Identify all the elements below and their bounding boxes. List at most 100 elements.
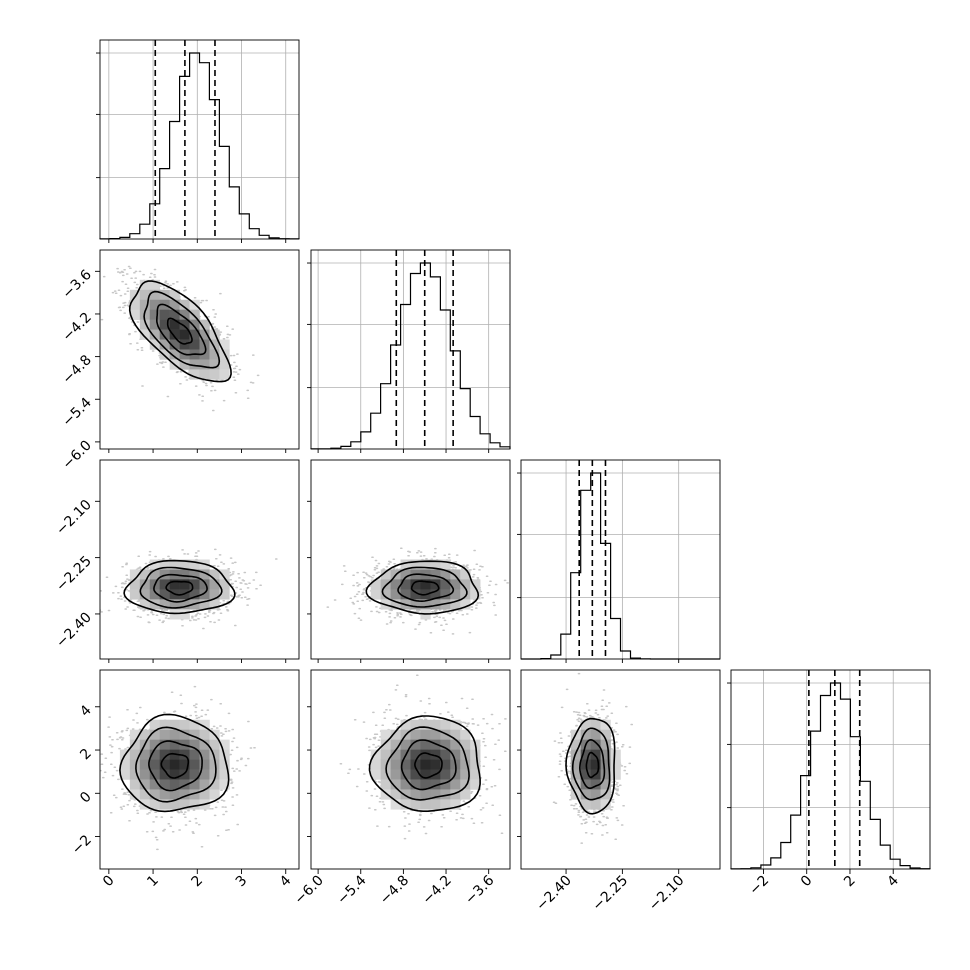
density-cell	[189, 719, 200, 730]
density-cell	[400, 589, 411, 600]
density-cell	[139, 279, 151, 291]
density-cell	[430, 729, 441, 740]
density-cell	[460, 789, 471, 800]
density-cell	[189, 589, 200, 600]
density-cell	[590, 779, 601, 790]
density-cell	[199, 729, 210, 740]
density-cell	[410, 799, 421, 810]
density-cell	[440, 779, 451, 790]
density-cell	[169, 299, 180, 310]
density-cell	[149, 319, 160, 330]
contour-level-3	[128, 280, 232, 383]
density-cell	[470, 589, 481, 600]
density-cell	[129, 739, 141, 750]
density-cell	[209, 369, 220, 380]
histogram-0	[99, 52, 300, 240]
contour-level-2	[381, 566, 468, 608]
density-cell	[420, 579, 431, 590]
density-cell	[380, 769, 391, 780]
density-cell	[450, 739, 461, 750]
panel-content	[339, 674, 507, 840]
density-cell	[590, 799, 601, 810]
density-cell	[149, 719, 160, 730]
density-cell	[189, 759, 200, 770]
panel-content	[100, 685, 256, 851]
density-cell	[169, 739, 180, 750]
density-cell	[219, 579, 230, 590]
density-cell	[370, 749, 381, 760]
density-cell	[199, 739, 210, 750]
density-cell	[450, 789, 461, 800]
density-cell	[139, 299, 151, 310]
density-cell	[129, 309, 141, 320]
density-cell	[159, 579, 170, 590]
density-cell	[179, 309, 190, 320]
density-cell	[460, 569, 471, 580]
xaxis-tick-label: 1	[144, 873, 162, 891]
density-cell	[470, 579, 481, 590]
density-cell	[219, 569, 230, 580]
density-cell	[139, 319, 151, 330]
density-cell	[460, 729, 471, 740]
panel-frame	[99, 459, 300, 660]
density-cell	[129, 749, 141, 760]
density-cell	[440, 719, 451, 730]
density-cell	[129, 589, 141, 600]
density-cell	[179, 359, 190, 370]
density-cell	[450, 749, 461, 760]
scatter-panel-1-3	[310, 669, 511, 870]
density-cell	[189, 789, 200, 800]
contour-level-3	[119, 713, 230, 813]
xaxis-tick-label: 4	[884, 872, 902, 890]
density-cell	[400, 559, 411, 570]
density-cell	[119, 769, 131, 780]
density-cell	[169, 319, 180, 330]
density-cell	[159, 769, 170, 780]
density-cell	[209, 739, 220, 750]
density-cell	[159, 589, 170, 600]
density-cell	[450, 779, 461, 790]
density-cell	[430, 779, 441, 790]
density-cell	[570, 769, 581, 780]
density-cell	[600, 749, 611, 760]
density-cell	[370, 759, 381, 770]
contour-level-3	[565, 717, 616, 815]
density-cell	[380, 749, 391, 760]
density-cell	[430, 759, 441, 770]
density-cell	[149, 789, 160, 800]
density-cell	[580, 749, 591, 760]
density-cell	[420, 789, 431, 800]
density-cell	[149, 279, 160, 291]
yaxis-tick-label: −2.25	[53, 553, 95, 595]
yaxis-tick-label: −2.40	[53, 609, 95, 651]
density-cell	[380, 739, 391, 750]
density-cell	[169, 329, 180, 340]
density-cell	[209, 329, 220, 340]
density-cell	[410, 729, 421, 740]
density-cell	[129, 289, 141, 301]
density-cell	[380, 759, 391, 770]
xaxis-tick-label: 0	[100, 873, 118, 891]
density-cell	[199, 599, 210, 610]
density-cell	[450, 579, 461, 590]
density-cell	[179, 769, 190, 780]
density-cell	[390, 799, 401, 810]
density-cell	[129, 299, 141, 310]
density-cell	[400, 569, 411, 580]
density-cell	[610, 749, 621, 760]
density-cell	[119, 759, 131, 770]
density-cell	[380, 729, 391, 740]
density-cell	[199, 719, 210, 730]
panel-frame	[310, 669, 511, 870]
density-cell	[460, 579, 471, 590]
density-cell	[420, 599, 431, 610]
density-cell	[169, 729, 180, 740]
density-cell	[149, 739, 160, 750]
density-cell	[600, 769, 611, 780]
density-cell	[600, 779, 611, 790]
density-cell	[390, 599, 401, 610]
density-cell	[470, 779, 481, 790]
density-cell	[189, 319, 200, 330]
density-cell	[460, 599, 471, 610]
density-cell	[199, 579, 210, 590]
